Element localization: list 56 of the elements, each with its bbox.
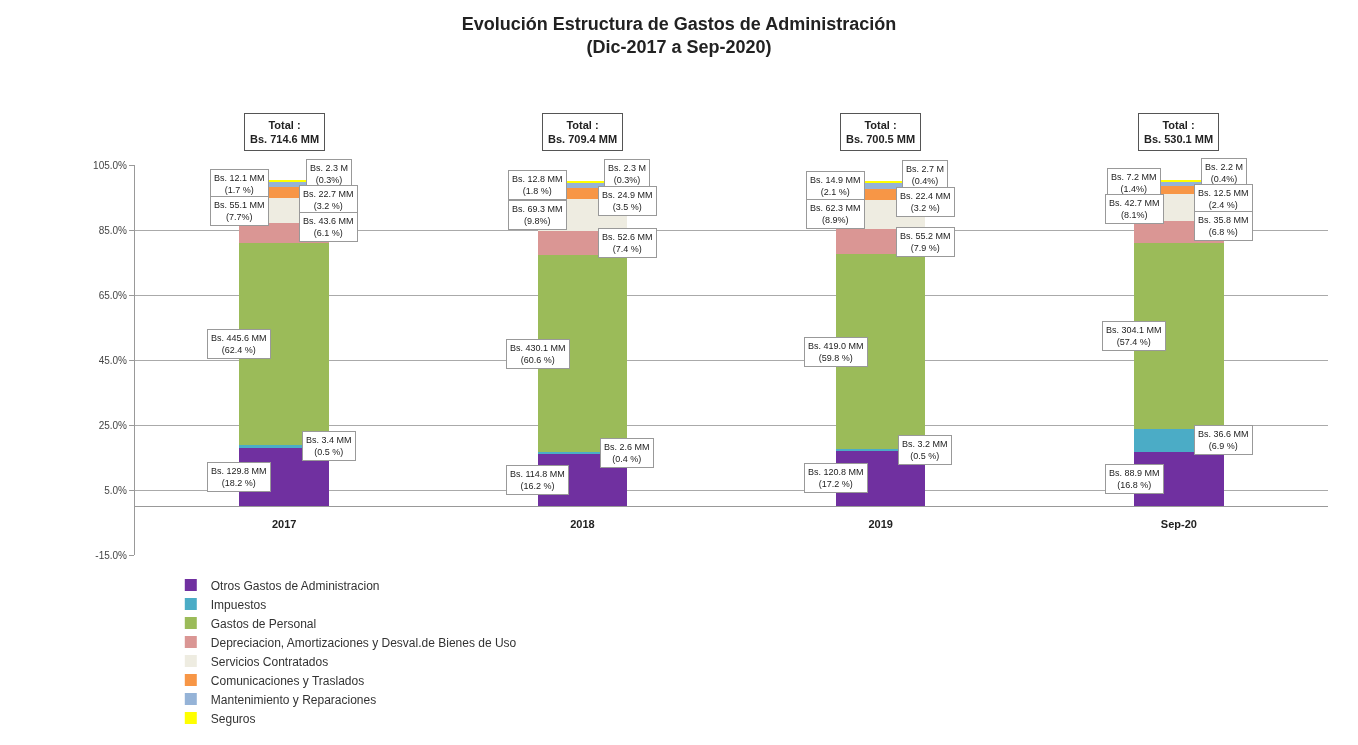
- y-tick-label: 105.0%: [93, 159, 128, 171]
- data-label: Bs. 2.3 M (0.3%): [608, 163, 647, 185]
- x-tick-label: Sep-20: [1160, 518, 1197, 531]
- legend-label: Depreciacion, Amortizaciones y Desval.de Bienes de Uso: [210, 635, 517, 650]
- data-label: Bs. 2.3 M (0.3%): [310, 163, 349, 185]
- data-label: Bs. 22.7 MM (3.2 %): [303, 189, 354, 211]
- data-label: Bs. 120.8 MM (17.2 %): [808, 467, 864, 489]
- data-label: Bs. 24.9 MM (3.5 %): [602, 190, 653, 212]
- data-label: Bs. 88.9 MM (16.8 %): [1109, 468, 1160, 490]
- data-label: Bs. 7.2 MM (1.4%): [1111, 172, 1157, 194]
- data-label: Bs. 52.6 MM (7.4 %): [602, 232, 653, 254]
- data-label: Bs. 36.6 MM (6.9 %): [1198, 429, 1249, 451]
- data-label: Bs. 43.6 MM (6.1 %): [303, 216, 354, 238]
- y-tick-label: 5.0%: [104, 484, 128, 496]
- data-label: Bs. 62.3 MM (8.9%): [810, 203, 861, 225]
- text: Total : Bs. 714.6 MM: [250, 119, 320, 146]
- data-label: Bs. 430.1 MM (60.6 %): [510, 343, 566, 365]
- data-label: Bs. 114.8 MM (16.2 %): [510, 469, 565, 491]
- x-tick-label: 2017: [271, 518, 297, 531]
- data-label: Bs. 2.6 MM (0.4 %): [604, 442, 650, 464]
- data-label: Bs. 55.1 MM (7.7%): [214, 200, 265, 222]
- data-label: Bs. 419.0 MM (59.8 %): [808, 341, 864, 363]
- y-tick-label: 85.0%: [98, 224, 128, 236]
- data-label: Bs. 14.9 MM (2.1 %): [810, 175, 861, 197]
- data-label: Bs. 129.8 MM (18.2 %): [211, 466, 267, 488]
- data-label: Bs. 55.2 MM (7.9 %): [900, 231, 951, 253]
- data-label: Bs. 2.7 M (0.4%): [906, 164, 945, 186]
- legend-label: Gastos de Personal: [210, 616, 317, 631]
- legend-label: Impuestos: [210, 597, 267, 612]
- legend-label: Comunicaciones y Traslados: [210, 673, 365, 688]
- data-label: Bs. 12.5 MM (2.4 %): [1198, 188, 1249, 210]
- data-label: Bs. 445.6 MM (62.4 %): [211, 333, 267, 355]
- data-label: Bs. 3.2 MM (0.5 %): [902, 439, 948, 461]
- text: Total : Bs. 700.5 MM: [846, 119, 916, 146]
- text: Total : Bs. 709.4 MM: [548, 119, 618, 146]
- y-tick-label: 25.0%: [98, 419, 128, 431]
- x-tick-label: 2019: [868, 518, 893, 531]
- data-label: Bs. 35.8 MM (6.8 %): [1198, 215, 1249, 237]
- legend-label: Servicios Contratados: [210, 654, 329, 669]
- legend-label: Mantenimiento y Reparaciones: [210, 692, 377, 707]
- legend-label: Seguros: [210, 711, 256, 726]
- data-label: Bs. 12.8 MM (1.8 %): [512, 174, 563, 196]
- data-label: Bs. 42.7 MM (8.1%): [1109, 198, 1160, 220]
- y-tick-label: 65.0%: [98, 289, 128, 301]
- data-label: Bs. 304.1 MM (57.4 %): [1106, 325, 1162, 347]
- x-tick-label: 2018: [570, 518, 595, 531]
- y-tick-label: 45.0%: [98, 354, 128, 366]
- y-tick-label: -15.0%: [95, 549, 128, 561]
- data-label: Bs. 69.3 MM (9.8%): [512, 204, 563, 226]
- data-label: Bs. 2.2 M (0.4%): [1205, 162, 1244, 184]
- text: Total : Bs. 530.1 MM: [1144, 119, 1214, 146]
- legend-label: Otros Gastos de Administracion: [210, 578, 380, 593]
- data-label: Bs. 22.4 MM (3.2 %): [900, 191, 951, 213]
- chart-title: Evolución Estructura de Gastos de Administración (Dic-2017 a Sep-2020): [461, 13, 897, 58]
- data-label: Bs. 12.1 MM (1.7 %): [214, 173, 265, 195]
- data-label: Bs. 3.4 MM (0.5 %): [306, 435, 352, 457]
